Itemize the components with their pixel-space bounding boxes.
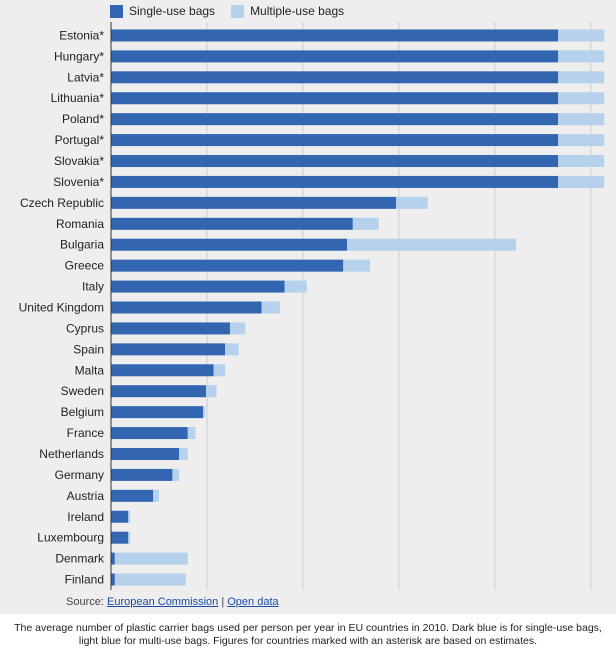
category-label-bulgaria: Bulgaria	[60, 238, 104, 252]
bar-multiple-use-italy	[284, 280, 307, 293]
bar-single-use-slovakia	[111, 155, 559, 168]
bar-single-use-austria	[111, 489, 154, 502]
bar-multiple-use-poland	[558, 113, 605, 126]
bar-multiple-use-france	[187, 427, 196, 440]
bar-multiple-use-germany	[172, 468, 180, 481]
bar-multiple-use-estonia	[558, 29, 605, 42]
category-label-slovenia: Slovenia*	[53, 175, 104, 189]
source-prefix: Source:	[66, 596, 104, 608]
category-label-cyprus: Cyprus	[66, 321, 104, 335]
source-separator: |	[221, 596, 225, 608]
category-label-hungary: Hungary*	[54, 49, 104, 63]
bar-multiple-use-cyprus	[229, 322, 246, 335]
category-label-sweden: Sweden	[61, 384, 104, 398]
category-label-estonia: Estonia*	[59, 28, 104, 42]
bar-multiple-use-latvia	[558, 71, 605, 84]
category-label-germany: Germany	[55, 468, 104, 482]
bar-single-use-romania	[111, 217, 353, 230]
bar-single-use-germany	[111, 468, 173, 481]
bar-single-use-denmark	[111, 552, 115, 565]
bar-single-use-bulgaria	[111, 238, 348, 251]
bar-multiple-use-belgium	[203, 406, 206, 419]
category-label-lithuania: Lithuania*	[51, 91, 105, 105]
bar-multiple-use-netherlands	[179, 447, 188, 460]
bar-multiple-use-lithuania	[558, 92, 605, 105]
bar-multiple-use-spain	[225, 343, 239, 356]
legend-label-multiple-use: Multiple-use bags	[250, 4, 345, 18]
bar-multiple-use-ireland	[128, 510, 131, 523]
bar-single-use-latvia	[111, 71, 559, 84]
bar-multiple-use-slovakia	[558, 155, 605, 168]
bar-multiple-use-czech-republic	[396, 196, 428, 209]
bar-single-use-portugal	[111, 134, 559, 147]
bar-single-use-finland	[111, 573, 115, 586]
open-data-link[interactable]: Open data	[227, 596, 279, 608]
category-label-denmark: Denmark	[55, 552, 105, 566]
category-label-france: France	[67, 426, 105, 440]
bar-multiple-use-united-kingdom	[261, 301, 280, 314]
chart-panel: Single-use bags Multiple-use bags Estoni…	[0, 0, 616, 614]
category-label-austria: Austria	[67, 489, 105, 503]
bar-multiple-use-bulgaria	[347, 238, 516, 251]
bar-single-use-estonia	[111, 29, 559, 42]
bar-multiple-use-portugal	[558, 134, 605, 147]
bar-single-use-france	[111, 427, 188, 440]
bar-single-use-cyprus	[111, 322, 230, 335]
chart-caption: The average number of plastic carrier ba…	[14, 622, 602, 647]
category-label-belgium: Belgium	[61, 405, 104, 419]
bar-single-use-greece	[111, 259, 344, 272]
bar-multiple-use-romania	[352, 217, 379, 230]
bar-single-use-belgium	[111, 406, 204, 419]
category-label-slovakia: Slovakia*	[54, 154, 104, 168]
bar-single-use-sweden	[111, 385, 207, 398]
bar-multiple-use-denmark	[114, 552, 188, 565]
bar-multiple-use-austria	[153, 489, 159, 502]
legend-swatch-multiple-use	[231, 4, 245, 18]
category-label-united-kingdom: United Kingdom	[19, 301, 104, 315]
bar-single-use-hungary	[111, 50, 559, 63]
bar-single-use-czech-republic	[111, 196, 397, 209]
category-label-ireland: Ireland	[67, 510, 104, 524]
legend-swatch-single-use	[110, 4, 123, 18]
category-label-finland: Finland	[65, 573, 104, 587]
bar-single-use-luxembourg	[111, 531, 129, 544]
category-label-italy: Italy	[82, 280, 104, 294]
bar-multiple-use-sweden	[206, 385, 217, 398]
bar-multiple-use-malta	[213, 364, 226, 377]
category-label-czech-republic: Czech Republic	[20, 196, 104, 210]
category-label-romania: Romania	[56, 217, 104, 231]
bar-multiple-use-finland	[114, 573, 186, 586]
bar-single-use-ireland	[111, 510, 129, 523]
category-label-latvia: Latvia*	[67, 70, 104, 84]
bar-single-use-netherlands	[111, 447, 180, 460]
category-label-netherlands: Netherlands	[39, 447, 104, 461]
bar-multiple-use-greece	[343, 259, 371, 272]
legend-label-single-use: Single-use bags	[129, 4, 216, 18]
bar-multiple-use-luxembourg	[128, 531, 131, 544]
bar-single-use-italy	[111, 280, 285, 293]
bar-single-use-slovenia	[111, 175, 559, 188]
category-label-portugal: Portugal*	[55, 133, 105, 147]
category-label-greece: Greece	[65, 259, 105, 273]
category-label-spain: Spain	[73, 342, 104, 356]
category-label-malta: Malta	[75, 363, 105, 377]
bar-single-use-malta	[111, 364, 214, 377]
bar-single-use-poland	[111, 113, 559, 126]
chart-legend: Single-use bags Multiple-use bags	[110, 3, 360, 19]
bar-single-use-spain	[111, 343, 226, 356]
legend-item-multiple-use[interactable]: Multiple-use bags	[231, 4, 344, 18]
category-label-luxembourg: Luxembourg	[37, 531, 104, 545]
category-label-poland: Poland*	[62, 112, 104, 126]
source-line: Source: European Commission | Open data	[66, 596, 279, 608]
bar-single-use-united-kingdom	[111, 301, 262, 314]
legend-item-single-use[interactable]: Single-use bags	[110, 4, 215, 18]
bar-multiple-use-slovenia	[558, 175, 605, 188]
bar-multiple-use-hungary	[558, 50, 605, 63]
bar-chart: Estonia* Hungary* Latvia* Lithuania* Poland*…	[18, 22, 605, 590]
bar-single-use-lithuania	[111, 92, 559, 105]
european-commission-link[interactable]: European Commission	[106, 596, 219, 608]
